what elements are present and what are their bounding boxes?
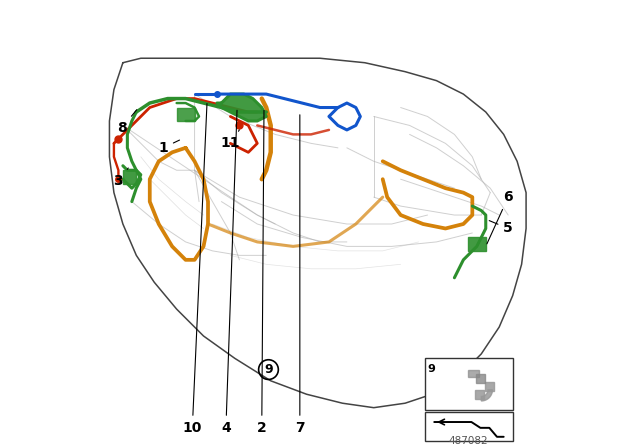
Polygon shape: [474, 390, 484, 399]
Text: 9: 9: [428, 364, 435, 374]
Polygon shape: [485, 382, 494, 391]
FancyBboxPatch shape: [425, 358, 513, 410]
Polygon shape: [177, 108, 195, 121]
Text: 6: 6: [487, 190, 513, 244]
Text: 9: 9: [264, 363, 273, 376]
Polygon shape: [217, 94, 266, 121]
Text: 5: 5: [489, 220, 513, 236]
Text: 11: 11: [221, 130, 240, 151]
Text: 2: 2: [257, 110, 267, 435]
Text: 7: 7: [295, 115, 305, 435]
Text: 1: 1: [158, 140, 179, 155]
Polygon shape: [468, 370, 479, 377]
Polygon shape: [468, 237, 486, 251]
Text: 4: 4: [221, 110, 237, 435]
Text: 8: 8: [117, 110, 137, 135]
Polygon shape: [476, 374, 485, 383]
Polygon shape: [123, 170, 136, 184]
Text: 3: 3: [113, 168, 128, 189]
Text: 10: 10: [182, 103, 207, 435]
Text: 487082: 487082: [448, 436, 488, 446]
FancyBboxPatch shape: [425, 412, 513, 441]
Polygon shape: [481, 390, 493, 401]
